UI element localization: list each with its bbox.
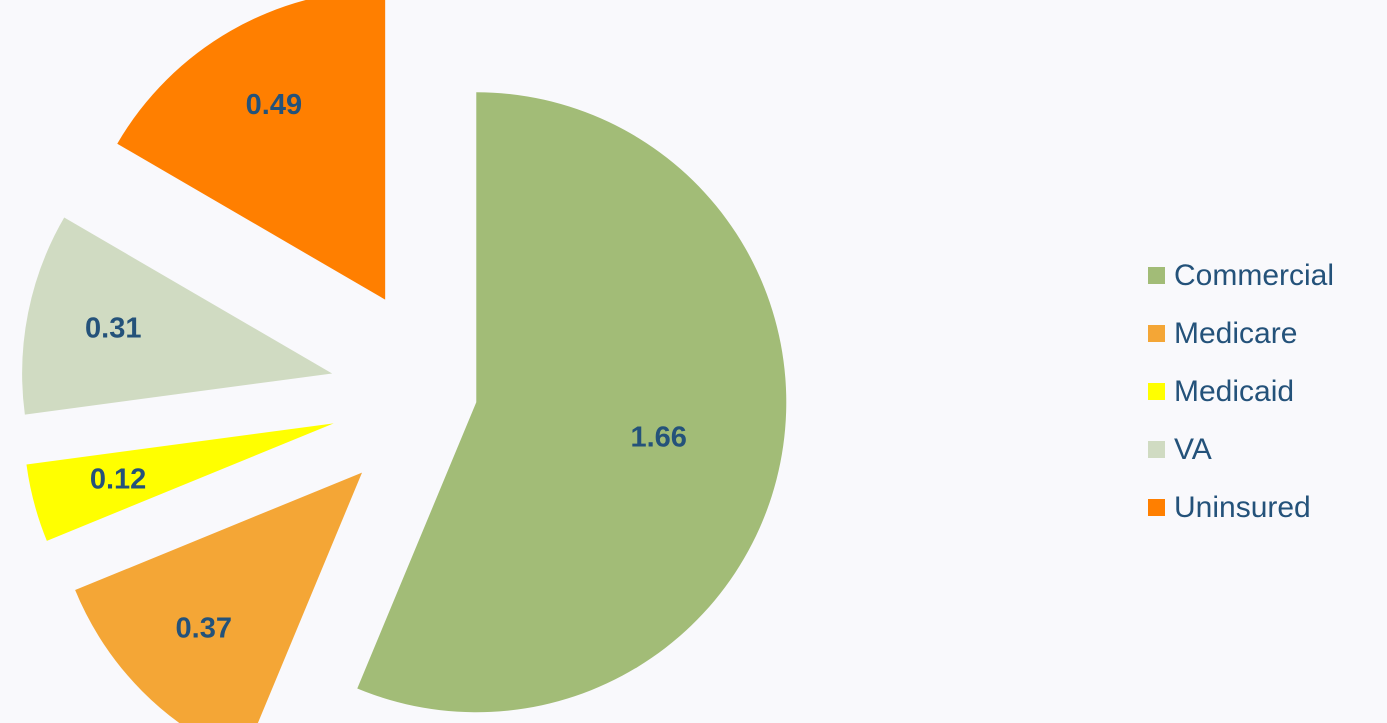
legend-label: Medicare (1174, 317, 1297, 350)
pie-slice (26, 423, 334, 541)
legend-swatch (1148, 499, 1165, 516)
data-label: 0.12 (90, 464, 146, 496)
legend-swatch (1148, 383, 1165, 400)
legend-label: Uninsured (1174, 491, 1311, 524)
legend-swatch (1148, 325, 1165, 342)
legend-label: Commercial (1174, 259, 1334, 292)
legend-label: Medicaid (1174, 375, 1294, 408)
pie-slice (117, 0, 386, 300)
data-label: 0.49 (246, 89, 302, 121)
legend-swatch (1148, 267, 1165, 284)
pie-slice (357, 92, 787, 713)
pie-slice (22, 217, 333, 415)
pie-slice (75, 472, 363, 723)
legend-label: VA (1174, 433, 1212, 466)
legend-swatch (1148, 441, 1165, 458)
data-label: 0.31 (85, 312, 141, 344)
data-label: 1.66 (630, 421, 686, 453)
data-label: 0.37 (176, 613, 232, 645)
